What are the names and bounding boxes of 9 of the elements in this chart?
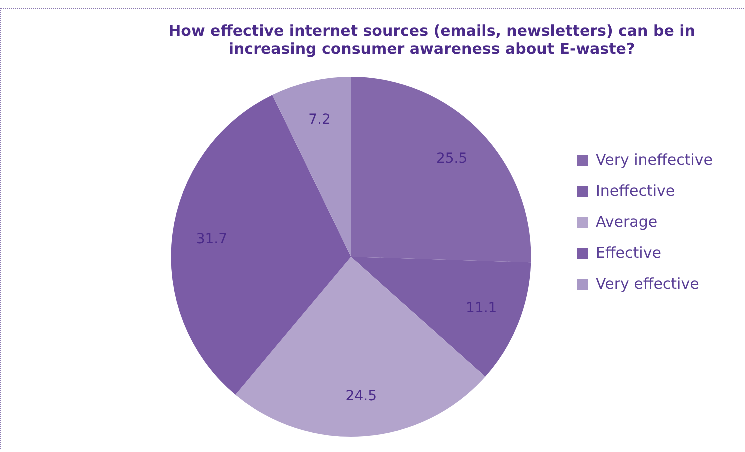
legend-label: Effective bbox=[596, 244, 662, 262]
chart-title: How effective internet sources (emails, newsletters) can be in increasing consumer awareness about E-waste? bbox=[168, 22, 696, 58]
legend-label: Average bbox=[596, 212, 658, 231]
data-label: 7.2 bbox=[308, 112, 331, 128]
data-label: 24.5 bbox=[346, 388, 377, 405]
legend-label: Ineffective bbox=[596, 182, 676, 200]
data-label: 25.5 bbox=[436, 150, 468, 167]
legend-label: Very ineffective bbox=[596, 150, 714, 169]
legend-label: Very effective bbox=[596, 274, 700, 293]
